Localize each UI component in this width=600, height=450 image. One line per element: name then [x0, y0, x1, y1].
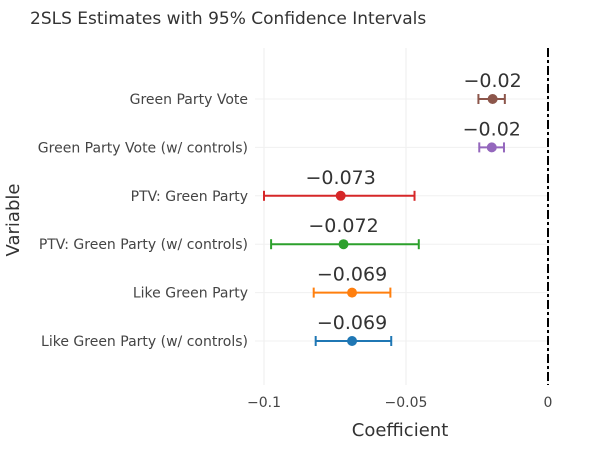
x-tick-label: 0 [544, 395, 553, 411]
point-estimate-marker [338, 239, 349, 250]
data-label: −0.069 [317, 312, 387, 334]
y-axis-title: Variable [3, 184, 24, 257]
point-estimate-marker [486, 142, 497, 153]
chart-title: 2SLS Estimates with 95% Confidence Inter… [30, 9, 426, 29]
y-tick-label: Like Green Party (w/ controls) [41, 334, 248, 350]
y-tick-label: Green Party Vote (w/ controls) [38, 140, 248, 156]
data-label: −0.02 [463, 118, 521, 140]
y-tick-label: PTV: Green Party [131, 189, 248, 205]
point-estimate-marker [347, 287, 358, 298]
y-tick-label: Like Green Party [133, 286, 248, 302]
point-estimate-marker [347, 336, 358, 346]
point-estimate-marker [335, 190, 346, 201]
x-tick-label: −0.1 [247, 395, 281, 411]
data-label: −0.02 [464, 70, 522, 92]
y-tick-label: PTV: Green Party (w/ controls) [39, 237, 248, 253]
point-estimate-marker [487, 94, 498, 104]
plot-area: −0.1 −0.05 0 −0.02 Green Party Vote −0.02 Gree… [38, 48, 553, 411]
y-tick-label: Green Party Vote [130, 92, 248, 108]
x-axis-title: Coefficient [352, 420, 449, 441]
data-label: −0.069 [317, 264, 387, 286]
data-label: −0.072 [308, 215, 378, 237]
x-tick-label: −0.05 [385, 395, 428, 411]
data-label: −0.073 [306, 167, 376, 189]
